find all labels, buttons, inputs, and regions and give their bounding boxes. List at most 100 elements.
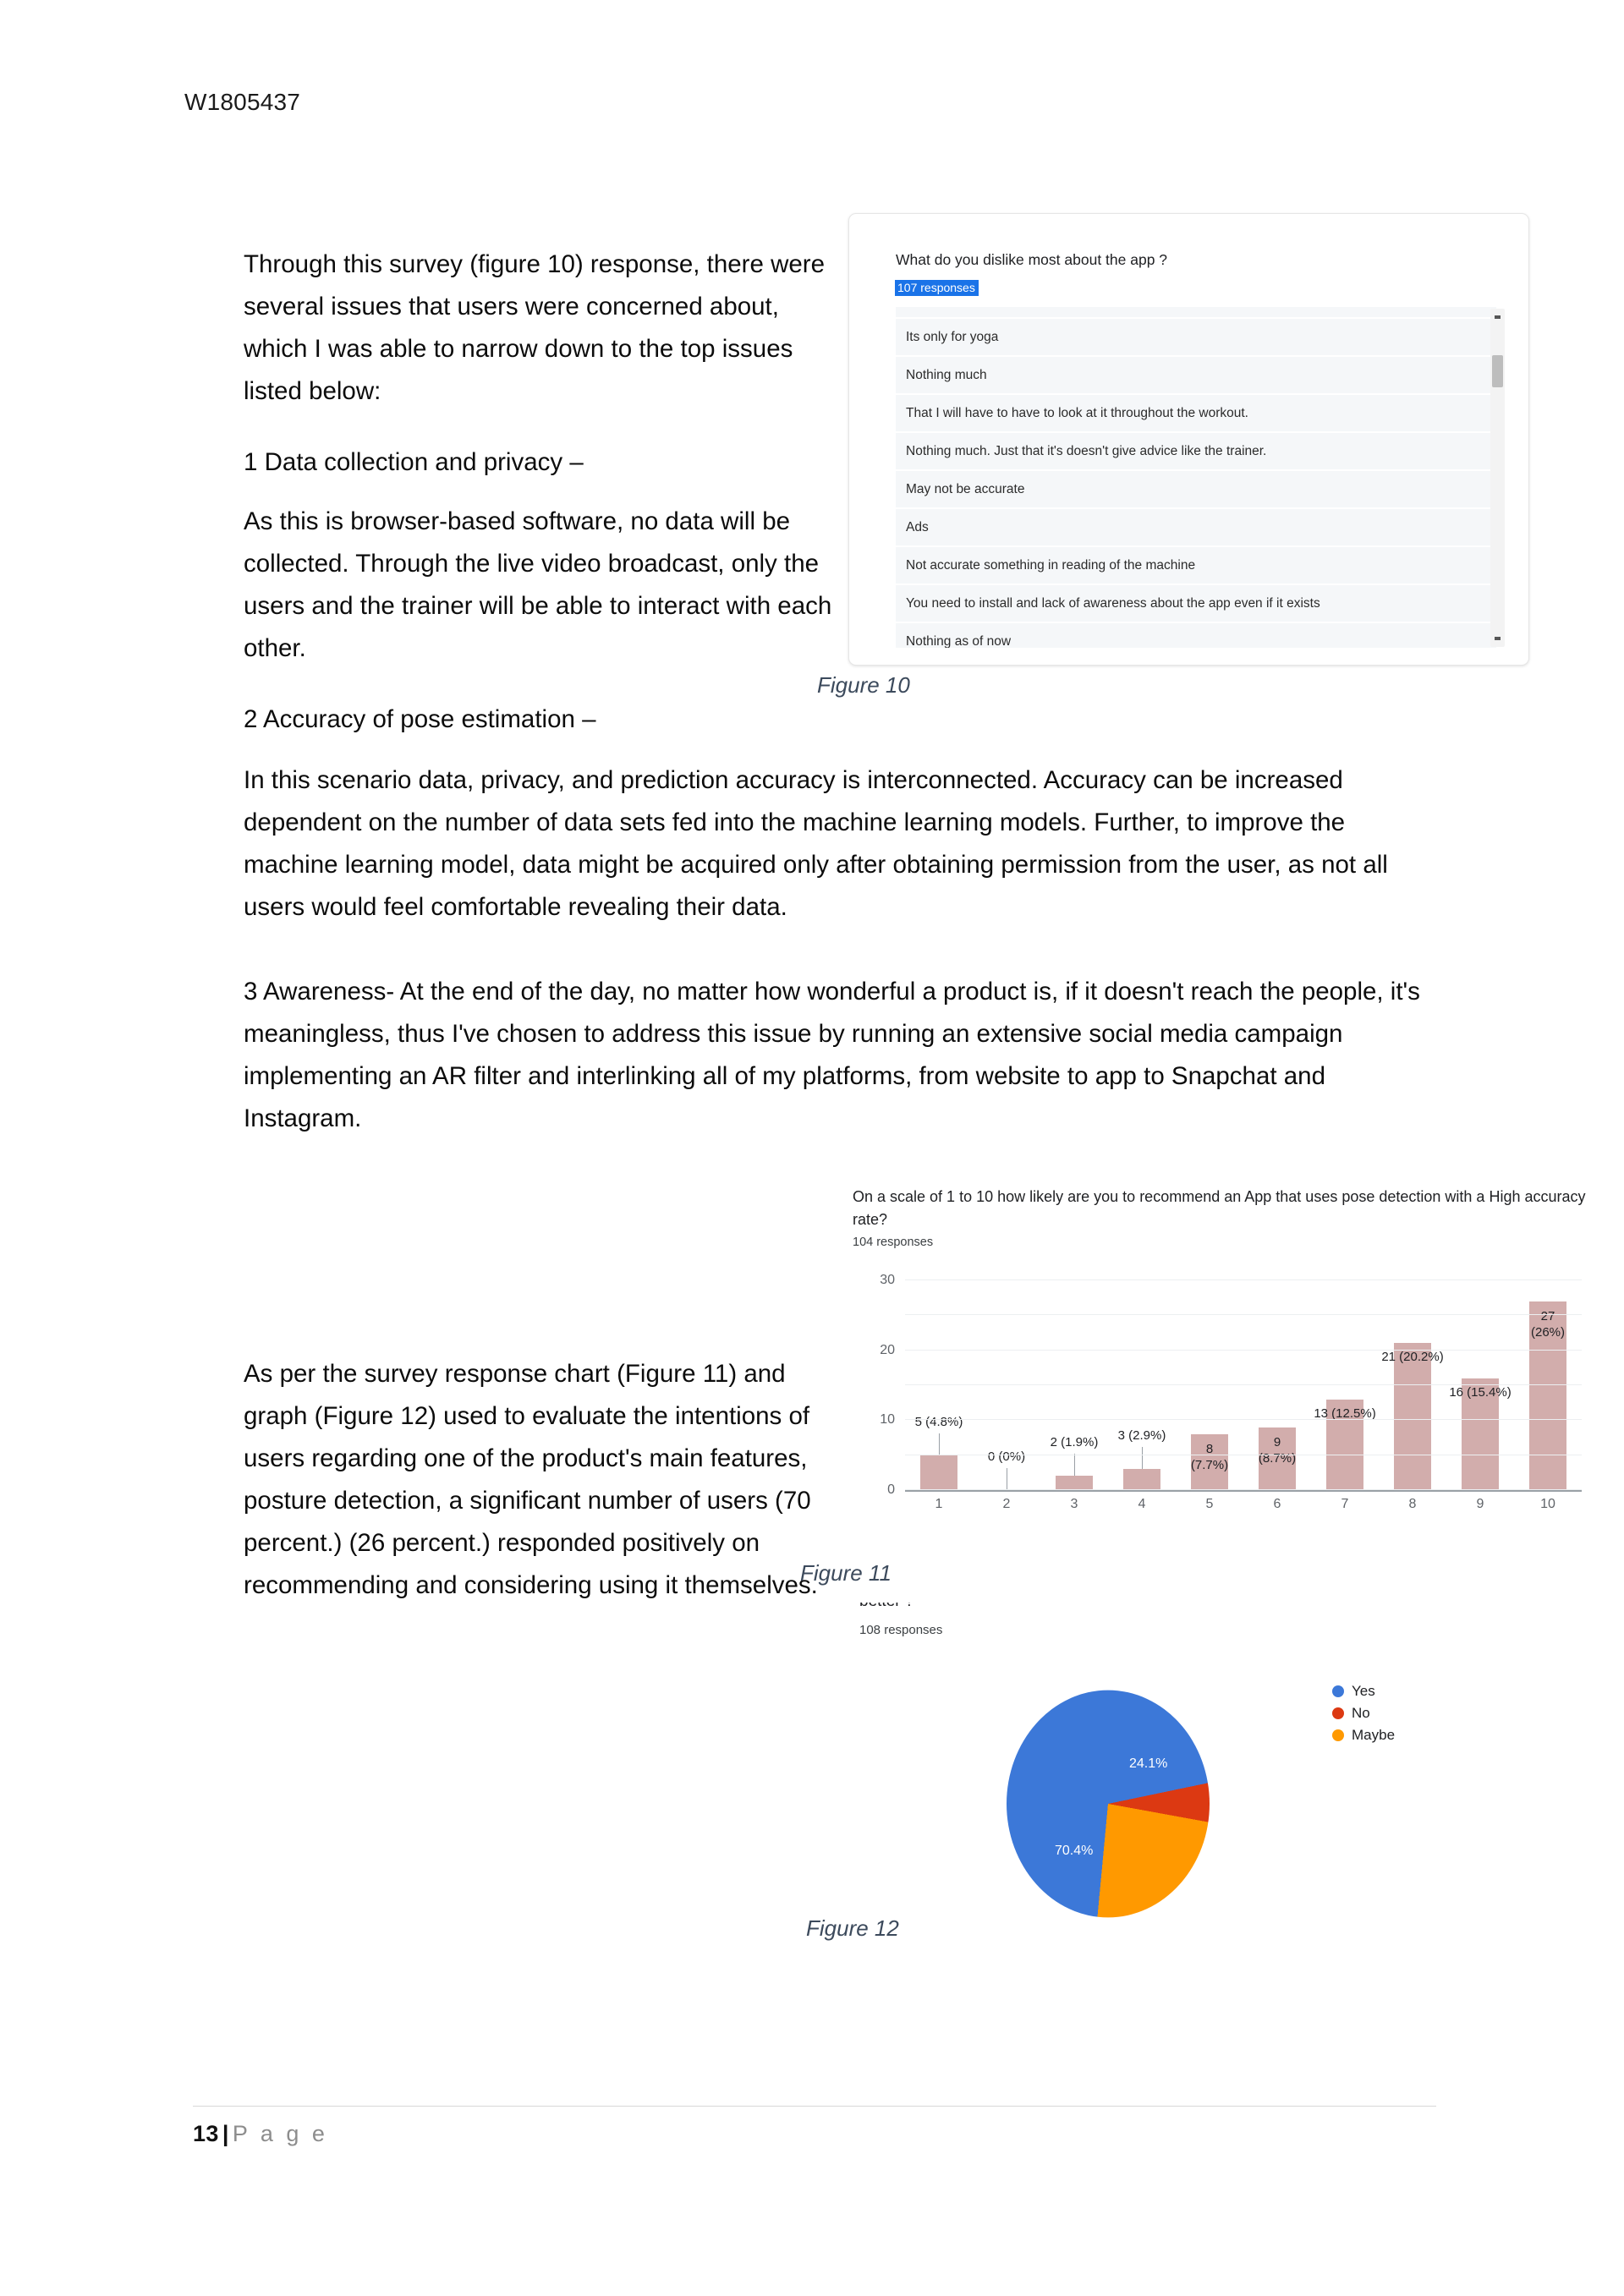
x-axis-tick-label: 6 (1273, 1497, 1281, 1511)
figure-11-caption: Figure 11 (800, 1560, 892, 1586)
x-axis-tick-label: 10 (1540, 1497, 1555, 1511)
bar-item: 8 (7.7%) (1176, 1280, 1243, 1490)
bar (1394, 1343, 1431, 1490)
bar-item: 0 (0%) (973, 1280, 1040, 1490)
bar-data-label: 8 (7.7%) (1190, 1441, 1229, 1472)
bar-series: 5 (4.8%) 0 (0%) 2 (1.9%) 3 (2.9%) 8 (7.7%) 9 (8… (905, 1280, 1582, 1490)
scroll-down-arrow-icon[interactable] (1495, 637, 1501, 640)
bar-chart-plot-area: 5 (4.8%) 0 (0%) 2 (1.9%) 3 (2.9%) 8 (7.7%) 9 (8… (880, 1273, 1582, 1497)
heading-accuracy-pose-estimation: 2 Accuracy of pose estimation – (244, 705, 596, 733)
x-axis-tick-label: 3 (1070, 1497, 1078, 1511)
y-axis-tick-label: 10 (880, 1412, 895, 1427)
list-item: That I will have to have to look at it t… (896, 395, 1496, 433)
bar-item: 3 (2.9%) (1108, 1280, 1176, 1490)
x-axis-tick-label: 1 (935, 1497, 943, 1511)
list-item: May not be accurate (896, 471, 1496, 509)
x-axis-tick-label: 4 (1138, 1497, 1146, 1511)
legend-item-no[interactable]: No (1332, 1702, 1395, 1724)
responses-scrollbar[interactable] (1490, 309, 1505, 647)
legend-color-swatch-icon (1332, 1729, 1344, 1741)
legend-label: No (1352, 1705, 1370, 1721)
list-item: Its only for yoga (896, 319, 1496, 357)
x-axis-tick-label: 2 (1002, 1497, 1011, 1511)
footer-page-word: P a g e (232, 2121, 328, 2146)
bar (1056, 1476, 1093, 1490)
footer-page-number: 13 (193, 2121, 219, 2146)
label-leader-line (1141, 1447, 1143, 1470)
paragraph-accuracy-scenario: In this scenario data, privacy, and pred… (244, 766, 1388, 921)
paragraph-survey-intro: Through this survey (figure 10) response… (244, 250, 826, 405)
page-footer: 13 | P a g e (193, 2121, 328, 2147)
footer-divider (193, 2106, 1436, 2107)
bar-item: 9 (8.7%) (1243, 1280, 1311, 1490)
bar-chart-title: On a scale of 1 to 10 how likely are you… (853, 1188, 1586, 1228)
x-axis-tick-label: 8 (1408, 1497, 1417, 1511)
bar (1529, 1301, 1566, 1490)
list-item: You need to install and lack of awarenes… (896, 585, 1496, 623)
label-leader-line (1073, 1454, 1075, 1477)
gridline (905, 1314, 1582, 1316)
pie-chart-legend: Yes No Maybe (1332, 1680, 1395, 1746)
bar (1191, 1433, 1228, 1490)
bar-data-label: 2 (1.9%) (1050, 1435, 1099, 1450)
footer-separator: | (222, 2121, 229, 2146)
bar (1326, 1399, 1363, 1490)
legend-item-maybe[interactable]: Maybe (1332, 1724, 1395, 1746)
paragraph-survey-response-evaluation: As per the survey response chart (Figure… (244, 1360, 832, 1599)
survey-responses-list[interactable]: Its only for yoga Nothing much That I wi… (896, 307, 1496, 648)
page-header-student-id: W1805437 (184, 89, 301, 115)
paragraph-browser-based-software: As this is browser-based software, no da… (244, 507, 832, 662)
list-item: Not accurate something in reading of the… (896, 547, 1496, 585)
figure-12-pie-chart: better ? 108 responses 70.4% 24.1% Yes No… (846, 1603, 1438, 1918)
list-item (896, 307, 1496, 319)
x-axis-line (905, 1490, 1582, 1492)
x-axis-tick-label: 5 (1205, 1497, 1214, 1511)
x-axis-tick-label: 7 (1341, 1497, 1349, 1511)
gridline (905, 1419, 1582, 1421)
bar-data-label: 13 (12.5%) (1314, 1406, 1376, 1421)
y-axis-tick-label: 0 (887, 1482, 895, 1497)
bar (920, 1455, 957, 1490)
bar-chart-response-count: 104 responses (853, 1236, 934, 1249)
bar-item: 13 (12.5%) (1311, 1280, 1379, 1490)
legend-label: Maybe (1352, 1727, 1396, 1743)
paragraph-awareness: 3 Awareness- At the end of the day, no m… (244, 978, 1420, 1132)
bar-data-label: 16 (15.4%) (1449, 1384, 1512, 1400)
bar-item: 27 (26%) (1514, 1280, 1582, 1490)
bar-item: 16 (15.4%) (1446, 1280, 1514, 1490)
list-item: Nothing much. Just that it's doesn't giv… (896, 433, 1496, 471)
figure-12-caption: Figure 12 (806, 1915, 899, 1941)
bar (1462, 1378, 1499, 1490)
figure-11-bar-chart: On a scale of 1 to 10 how likely are you… (812, 1172, 1607, 1553)
survey-question-text: What do you dislike most about the app ? (896, 251, 1168, 268)
bar-data-label: 27 (26%) (1530, 1308, 1565, 1340)
list-item: Ads (896, 509, 1496, 547)
bar-data-label: 21 (20.2%) (1381, 1350, 1444, 1365)
bar (1123, 1469, 1160, 1490)
figure-10-survey-responses-card: What do you dislike most about the app ?… (848, 213, 1529, 666)
legend-item-yes[interactable]: Yes (1332, 1680, 1395, 1702)
label-leader-line (938, 1433, 940, 1455)
heading-data-collection-privacy: 1 Data collection and privacy – (244, 448, 584, 476)
bar-data-label: 3 (2.9%) (1117, 1428, 1166, 1444)
bar-data-label: 9 (8.7%) (1258, 1434, 1297, 1466)
pie-slice-label-yes: 70.4% (1055, 1844, 1094, 1858)
figure-10-caption: Figure 10 (817, 672, 910, 698)
pie-chart-response-count: 108 responses (859, 1623, 943, 1637)
y-axis-tick-label: 30 (880, 1273, 895, 1287)
bar-item: 2 (1.9%) (1040, 1280, 1108, 1490)
gridline (905, 1489, 1582, 1490)
bar-data-label: 5 (4.8%) (914, 1414, 963, 1429)
y-axis-tick-label: 20 (880, 1342, 895, 1357)
pie-chart-title-clipped: better ? (859, 1603, 914, 1618)
scroll-up-arrow-icon[interactable] (1495, 315, 1501, 319)
legend-color-swatch-icon (1332, 1685, 1344, 1697)
list-item: Nothing as of now (896, 623, 1496, 648)
gridline (905, 1384, 1582, 1385)
scrollbar-thumb[interactable] (1492, 355, 1503, 387)
bar-item: 21 (20.2%) (1379, 1280, 1446, 1490)
pie-slice-label-maybe: 24.1% (1129, 1756, 1168, 1771)
x-axis-tick-labels: 1 2 3 4 5 6 7 8 9 10 (905, 1497, 1582, 1512)
legend-label: Yes (1352, 1683, 1375, 1699)
gridline (905, 1349, 1582, 1351)
